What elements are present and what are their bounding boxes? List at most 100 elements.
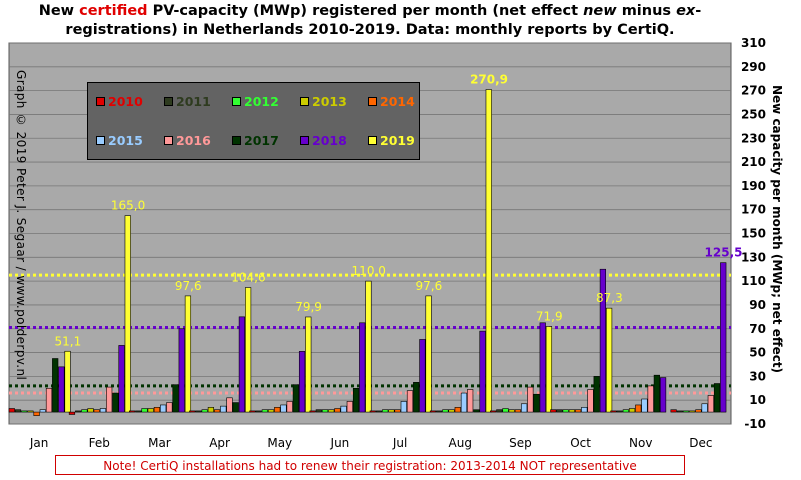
bar-2014-nov — [635, 404, 642, 413]
x-tick-label: Jan — [29, 436, 49, 450]
bar-2018-dec — [720, 262, 727, 413]
data-label: 79,9 — [295, 300, 322, 314]
bar-2015-oct — [581, 407, 588, 413]
bar-2011-mar — [135, 410, 142, 413]
y-tick-label: 70 — [749, 322, 766, 336]
bar-2017-mar — [172, 384, 179, 413]
bar-2017-dec — [713, 383, 721, 413]
data-label: 97,6 — [175, 279, 202, 293]
bars — [8, 89, 727, 416]
bar-2012-dec — [682, 410, 690, 413]
bar-2019-oct — [605, 307, 613, 413]
bar-2018-oct — [599, 268, 606, 413]
bar-2013-feb — [87, 408, 94, 413]
y-tick-label: 130 — [741, 250, 766, 264]
legend-swatch — [164, 97, 173, 106]
bar-2019-apr — [245, 287, 252, 413]
bar-2012-sep — [502, 408, 509, 413]
bar-2014-mar — [153, 407, 161, 413]
bar-2016-jun — [346, 401, 353, 413]
chart-title: New certified PV-capacity (MWp) register… — [0, 2, 740, 40]
bar-2019-jun — [365, 280, 372, 413]
bar-2015-jul — [400, 401, 407, 413]
bar-2015-mar — [160, 404, 167, 413]
bar-2018-nov — [659, 377, 667, 413]
legend-label: 2015 — [108, 133, 143, 148]
bar-2016-jul — [406, 390, 414, 413]
title-emphasis: ex — [676, 3, 696, 19]
legend-label: 2012 — [244, 94, 279, 109]
y-tick-label: 110 — [741, 274, 766, 288]
bar-2013-oct — [568, 409, 575, 413]
legend-label: 2011 — [176, 94, 211, 109]
x-tick-label: Jun — [330, 436, 350, 450]
y-tick-label: 90 — [749, 298, 766, 312]
bar-2015-dec — [701, 403, 708, 413]
bar-2013-jan — [27, 410, 34, 413]
y-tick-label: 310 — [741, 36, 766, 50]
bar-2013-mar — [147, 408, 154, 413]
data-label: 270,9 — [470, 73, 508, 87]
y-tick-label: -10 — [744, 417, 766, 431]
bar-2012-mar — [141, 408, 148, 413]
legend-label: 2018 — [312, 133, 347, 148]
x-axis-ticks: Jan Feb Mar Apr May Jun Jul Aug Sep Oct Nov Dec — [29, 436, 713, 450]
data-label: 104,6 — [231, 271, 265, 285]
x-tick-label: Mar — [148, 436, 171, 450]
bar-2013-jul — [388, 409, 395, 413]
bar-2017-sep — [533, 393, 540, 413]
bar-2017-oct — [593, 376, 600, 413]
legend-item-2019: 2019 — [368, 133, 415, 148]
bar-2018-may — [298, 351, 306, 413]
bar-2010-oct — [550, 409, 557, 413]
bar-2011-jun — [315, 409, 322, 413]
legend-label: 2019 — [380, 133, 415, 148]
title-emphasis: new — [583, 3, 617, 19]
legend-item-2013: 2013 — [300, 94, 347, 109]
bar-2019-mar — [184, 295, 192, 413]
data-label: 87,3 — [596, 291, 623, 305]
bar-2014-jan — [33, 411, 40, 416]
bar-2016-mar — [166, 402, 173, 413]
bar-2016-aug — [467, 389, 474, 413]
y-tick-label: 250 — [741, 107, 766, 121]
bar-2015-may — [280, 404, 287, 413]
bar-2014-apr — [214, 409, 221, 413]
bar-2014-sep — [514, 409, 522, 413]
bar-2011-jan — [14, 409, 22, 413]
bar-2011-nov — [616, 410, 623, 413]
bar-2011-aug — [436, 410, 443, 413]
bar-2016-dec — [707, 395, 714, 413]
title-part: - — [695, 3, 702, 19]
y-axis-ticks: -10 10 30 50 70 90 110 130 150 170 190 210 230 250 270… — [741, 36, 766, 431]
bar-2017-jun — [352, 387, 360, 413]
bar-2015-sep — [521, 403, 528, 413]
title-highlight: certified — [79, 3, 148, 19]
bar-2010-jan — [8, 408, 15, 413]
bar-2019-sep — [545, 326, 553, 413]
bar-2011-dec — [676, 410, 683, 413]
bar-2018-aug — [479, 330, 486, 413]
bar-2018-jul — [419, 339, 426, 413]
legend-item-2014: 2014 — [368, 94, 415, 109]
bar-2011-sep — [496, 409, 503, 413]
bar-2011-feb — [75, 410, 82, 413]
bar-2013-nov — [628, 408, 636, 413]
bar-2016-oct — [587, 389, 594, 413]
y-tick-label: 290 — [741, 60, 766, 74]
title-part: minus — [616, 3, 677, 19]
title-part: PV-capacity (MWp) registered per month (… — [147, 3, 584, 19]
bar-2016-feb — [106, 386, 113, 413]
bar-2014-oct — [574, 409, 582, 413]
data-label: 71,9 — [536, 309, 563, 323]
y-axis-label: New capacity per month (MWp; net effect) — [770, 85, 784, 374]
legend-item-2011: 2011 — [164, 94, 211, 109]
bar-2017-may — [292, 384, 299, 413]
y-tick-label: 50 — [749, 346, 766, 360]
y-tick-label: 10 — [749, 393, 766, 407]
bar-2016-apr — [226, 397, 233, 413]
bar-2016-sep — [527, 386, 534, 413]
bar-2019-feb — [124, 215, 131, 413]
bar-2018-feb — [118, 345, 125, 413]
bar-2012-jul — [382, 409, 389, 413]
